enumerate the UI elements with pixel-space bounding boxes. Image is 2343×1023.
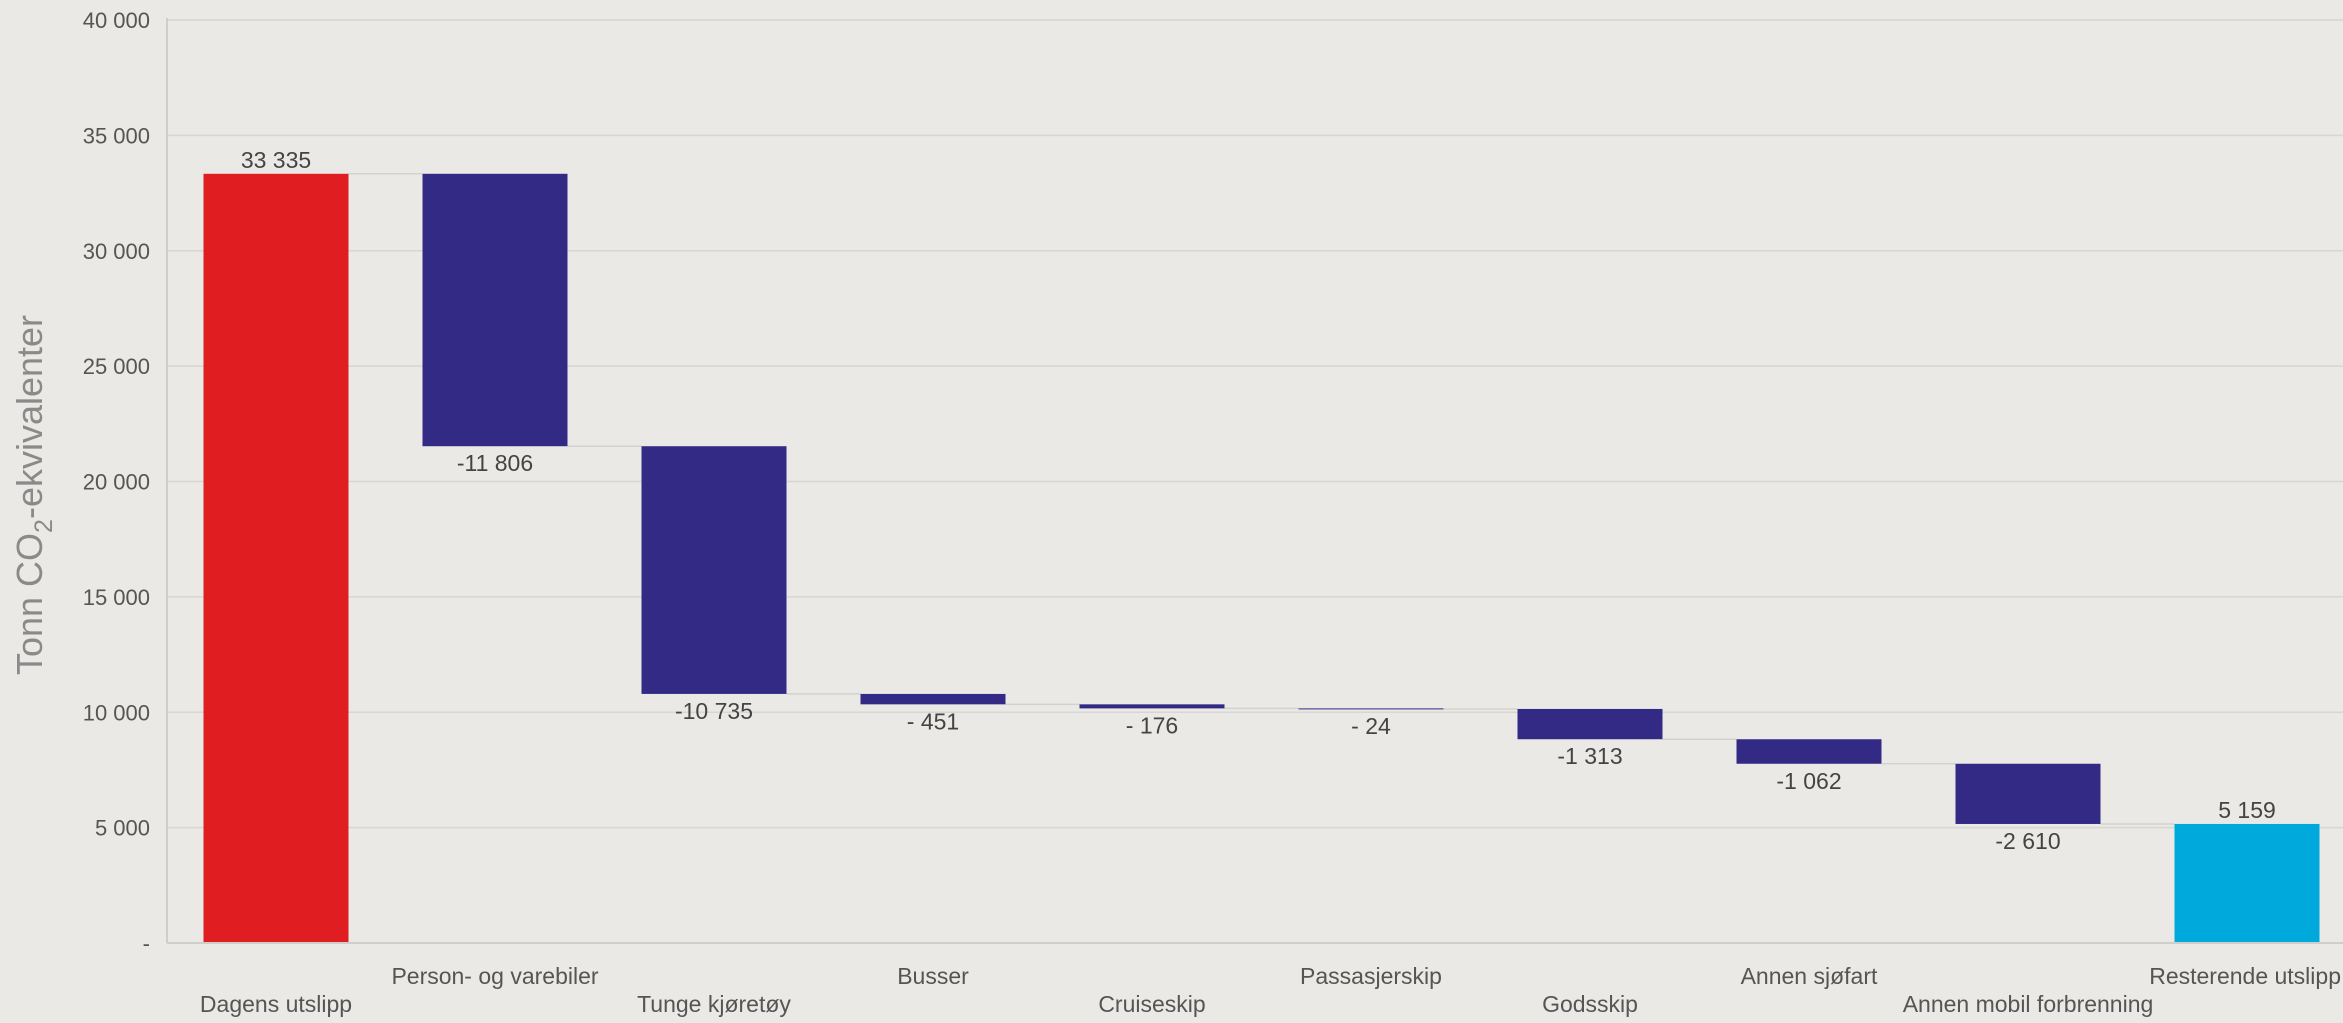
y-tick-label: 25 000 [83, 354, 150, 379]
decrease-bar [1517, 708, 1663, 740]
y-axis-title-subscript: 2 [30, 519, 58, 533]
category-label: Busser [897, 963, 969, 989]
total-bar [2174, 823, 2320, 943]
y-axis-title-suffix: -ekvivalenter [9, 315, 50, 519]
decrease-bar [860, 693, 1006, 705]
data-label: -2 610 [1995, 828, 2060, 854]
decrease-bar [641, 446, 787, 694]
category-label: Person- og varebiler [391, 963, 598, 989]
data-labels: 33 335 -11 806 -10 735 - 451 - 176 - 24 -1 313… [241, 147, 2276, 854]
decrease-bar [1736, 739, 1882, 764]
decrease-bar [422, 173, 568, 447]
decrease-bar [1079, 704, 1225, 709]
decrease-bar [1955, 763, 2101, 824]
y-tick-label: 5 000 [95, 816, 150, 841]
y-axis-title: Tonn CO2-ekvivalenter [9, 315, 58, 675]
category-label: Resterende utslipp [2149, 963, 2341, 989]
y-axis-title-prefix: Tonn CO [9, 533, 50, 675]
y-tick-label: 40 000 [83, 8, 150, 33]
category-label: Cruiseskip [1098, 991, 1205, 1017]
data-label: - 24 [1351, 713, 1391, 739]
category-label: Godsskip [1542, 991, 1638, 1017]
y-tick-label: 10 000 [83, 700, 150, 725]
bars [203, 173, 2320, 944]
data-label: -11 806 [457, 450, 533, 476]
data-label: 33 335 [241, 147, 311, 173]
y-tick-label: - [143, 931, 150, 956]
y-tick-label: 35 000 [83, 123, 150, 148]
category-label: Dagens utslipp [200, 991, 352, 1017]
data-label: -1 313 [1557, 743, 1622, 769]
category-label: Annen sjøfart [1741, 963, 1878, 989]
category-label: Passasjerskip [1300, 963, 1442, 989]
data-label: 5 159 [2218, 797, 2276, 823]
connector-lines [348, 173, 2175, 825]
y-tick-label: 30 000 [83, 239, 150, 264]
data-label: -10 735 [675, 698, 753, 724]
data-label: - 451 [907, 708, 959, 734]
category-label: Tunge kjøretøy [637, 991, 791, 1017]
category-label: Annen mobil forbrenning [1903, 991, 2154, 1017]
data-label: - 176 [1126, 712, 1178, 738]
y-axis-ticks: - 5 000 10 000 15 000 20 000 25 000 30 000 35 0… [83, 8, 150, 956]
decrease-bar [1298, 708, 1444, 710]
y-tick-label: 15 000 [83, 585, 150, 610]
x-axis-categories: Dagens utslipp Person- og varebiler Tunge … [200, 963, 2341, 1017]
total-bar [203, 173, 349, 944]
y-tick-label: 20 000 [83, 470, 150, 495]
data-label: -1 062 [1776, 768, 1841, 794]
